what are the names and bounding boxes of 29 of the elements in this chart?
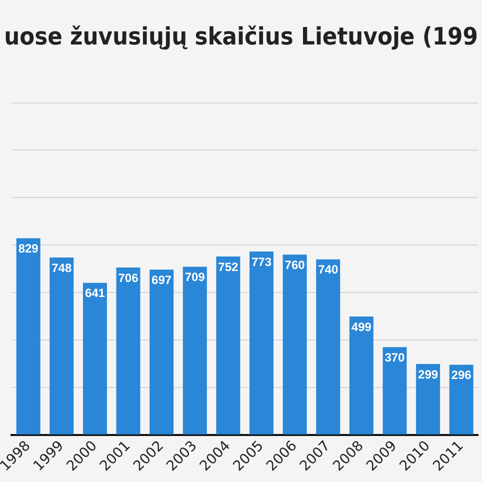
bar (50, 257, 74, 434)
bar (182, 266, 207, 434)
data-label: 829 (18, 242, 39, 256)
data-label: 706 (118, 270, 139, 285)
data-label: 760 (284, 258, 306, 272)
data-label: 296 (451, 368, 472, 382)
bar (382, 347, 407, 434)
bar (316, 259, 340, 434)
data-label: 752 (218, 260, 239, 274)
bar (250, 252, 274, 434)
bar (116, 267, 140, 434)
bar (16, 238, 40, 434)
data-label: 740 (318, 262, 338, 277)
bar (416, 364, 440, 434)
bar (282, 254, 307, 434)
data-label: 773 (251, 254, 272, 269)
bar (216, 256, 240, 434)
data-label: 499 (351, 320, 372, 334)
data-label: 641 (84, 286, 106, 300)
data-label: 299 (418, 367, 438, 382)
data-label: 709 (184, 270, 206, 284)
data-label: 697 (152, 272, 172, 287)
chart-title: uose žuvusiųjų skaičius Lietuvoje (199 (4, 24, 478, 51)
bar (150, 270, 174, 434)
data-label: 748 (52, 260, 72, 275)
bar (449, 364, 474, 434)
bar (82, 282, 107, 434)
bar (349, 316, 374, 434)
data-label: 370 (384, 350, 406, 364)
